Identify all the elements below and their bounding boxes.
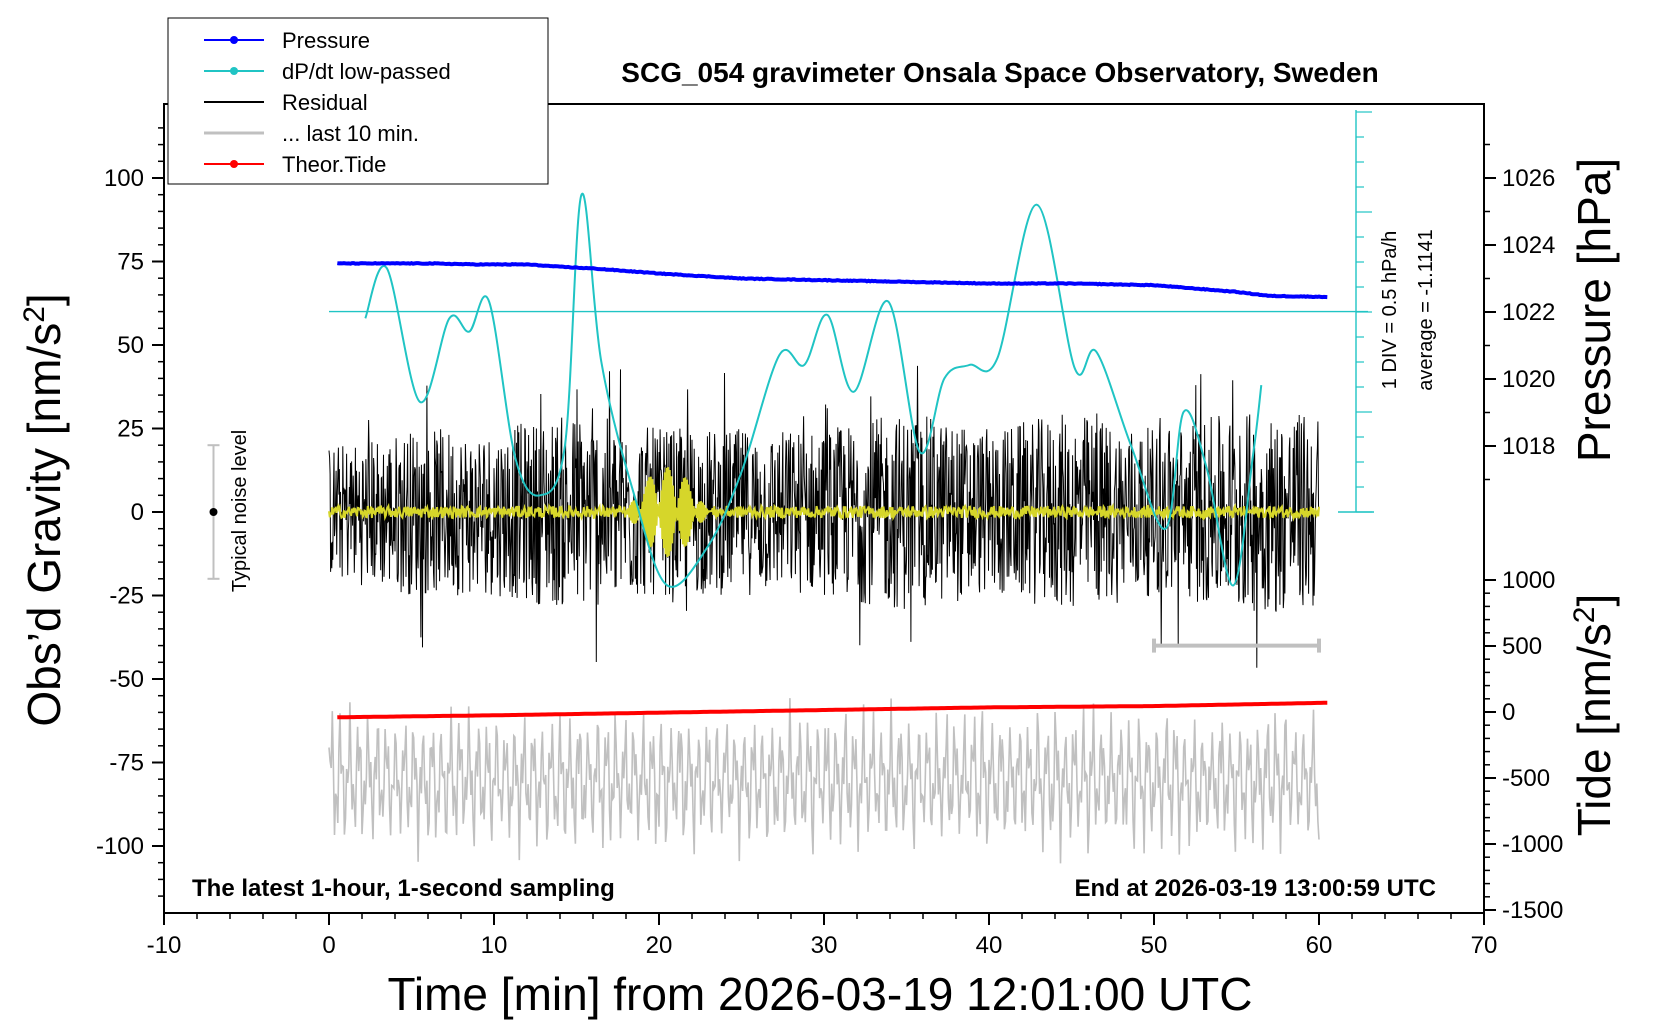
- pressure-tick-label: 1026: [1502, 165, 1555, 192]
- dpdt-scale-axis: [1338, 110, 1374, 513]
- legend-label: Pressure: [282, 28, 370, 53]
- chart-title: SCG_054 gravimeter Onsala Space Observat…: [621, 57, 1378, 88]
- noise-bar-dot: [209, 508, 218, 516]
- dpdt-scale-label: 1 DIV = 0.5 hPa/h: [1379, 231, 1401, 389]
- noise-level-bar: [207, 444, 220, 580]
- x-tick-label: 0: [322, 932, 335, 959]
- legend-item: ... last 10 min.: [204, 121, 419, 146]
- legend-label: dP/dt low-passed: [282, 59, 451, 84]
- tide-tick-label: 1000: [1502, 567, 1555, 594]
- legend-swatch-marker: [230, 160, 238, 168]
- x-tick-label: 10: [481, 932, 508, 959]
- tide-tick-label: 500: [1502, 633, 1542, 660]
- last-10-min-bar: [1152, 638, 1321, 653]
- legend-item: Residual: [204, 90, 368, 115]
- x-tick-label: 30: [811, 932, 838, 959]
- legend-swatch-marker: [230, 67, 238, 75]
- tide-trace: [337, 700, 1328, 720]
- pressure-tick-label: 1020: [1502, 366, 1555, 393]
- x-axis-ticks: -10 0 10 20 30 40 50 60 70: [147, 913, 1498, 959]
- x-tick-label: 20: [646, 932, 673, 959]
- legend-item: Pressure: [204, 28, 370, 53]
- y-tick-label: 0: [131, 499, 144, 526]
- legend-item: Theor.Tide: [204, 152, 386, 177]
- pressure-tick-label: 1024: [1502, 232, 1555, 259]
- noise-level-label: Typical noise level: [229, 430, 251, 592]
- x-tick-label: 70: [1471, 932, 1498, 959]
- residual-trace: [328, 365, 1320, 668]
- x-tick-label: 50: [1141, 932, 1168, 959]
- y-tick-label: -25: [109, 583, 144, 610]
- series-residual: [328, 365, 1320, 668]
- series-dpdt: [329, 192, 1368, 588]
- x-axis-title: Time [min] from 2026-03-19 12:01:00 UTC: [388, 968, 1253, 1020]
- dpdt-average-label: average = -1.1141: [1415, 229, 1437, 390]
- legend-label: Theor.Tide: [282, 152, 386, 177]
- tide-tick-label: -500: [1502, 765, 1550, 792]
- legend-swatch-marker: [230, 36, 238, 44]
- legend: Pressure dP/dt low-passed Residual ... last…: [167, 17, 549, 185]
- tide-tick-label: 0: [1502, 699, 1515, 726]
- y-tick-label: 100: [104, 165, 144, 192]
- y-tick-label: 75: [117, 249, 144, 276]
- x-tick-label: 40: [976, 932, 1003, 959]
- x-tick-label: -10: [147, 932, 182, 959]
- y-axis-title-left: Obs’d Gravity [nm/s2]: [18, 293, 70, 726]
- y-axis-title-pressure: Pressure [hPa]: [1568, 158, 1620, 462]
- annotation-bottom-right: End at 2026-03-19 13:00:59 UTC: [1075, 875, 1437, 902]
- dpdt-trace: [364, 192, 1263, 588]
- pressure-axis-ticks: 1026 1024 1022 1020 1018: [1484, 143, 1555, 481]
- y-tick-label: -100: [96, 833, 144, 860]
- pressure-tick-label: 1022: [1502, 299, 1555, 326]
- tide-tick-label: -1000: [1502, 831, 1563, 858]
- annotation-bottom-left: The latest 1-hour, 1-second sampling: [192, 875, 615, 902]
- last-10-min-trace: [328, 698, 1320, 864]
- y-axis-ticks: 100 75 50 25 0 -25 -50 -75 -100: [96, 127, 164, 897]
- legend-label: ... last 10 min.: [282, 121, 419, 146]
- series-last-10-min: [328, 698, 1320, 864]
- x-tick-label: 60: [1306, 932, 1333, 959]
- tide-tick-label: -1500: [1502, 897, 1563, 924]
- y-tick-label: -75: [109, 750, 144, 777]
- series-tide: [337, 700, 1328, 720]
- series-pressure: [337, 260, 1328, 300]
- legend-item: dP/dt low-passed: [204, 59, 451, 84]
- tide-axis-ticks: 1000 500 0 -500 -1000 -1500: [1484, 567, 1563, 924]
- y-tick-label: -50: [109, 666, 144, 693]
- y-axis-title-tide: Tide [nm/s2]: [1568, 594, 1620, 837]
- y-tick-label: 50: [117, 332, 144, 359]
- legend-label: Residual: [282, 90, 368, 115]
- y-tick-label: 25: [117, 416, 144, 443]
- pressure-tick-label: 1018: [1502, 433, 1555, 460]
- pressure-trace: [337, 260, 1328, 300]
